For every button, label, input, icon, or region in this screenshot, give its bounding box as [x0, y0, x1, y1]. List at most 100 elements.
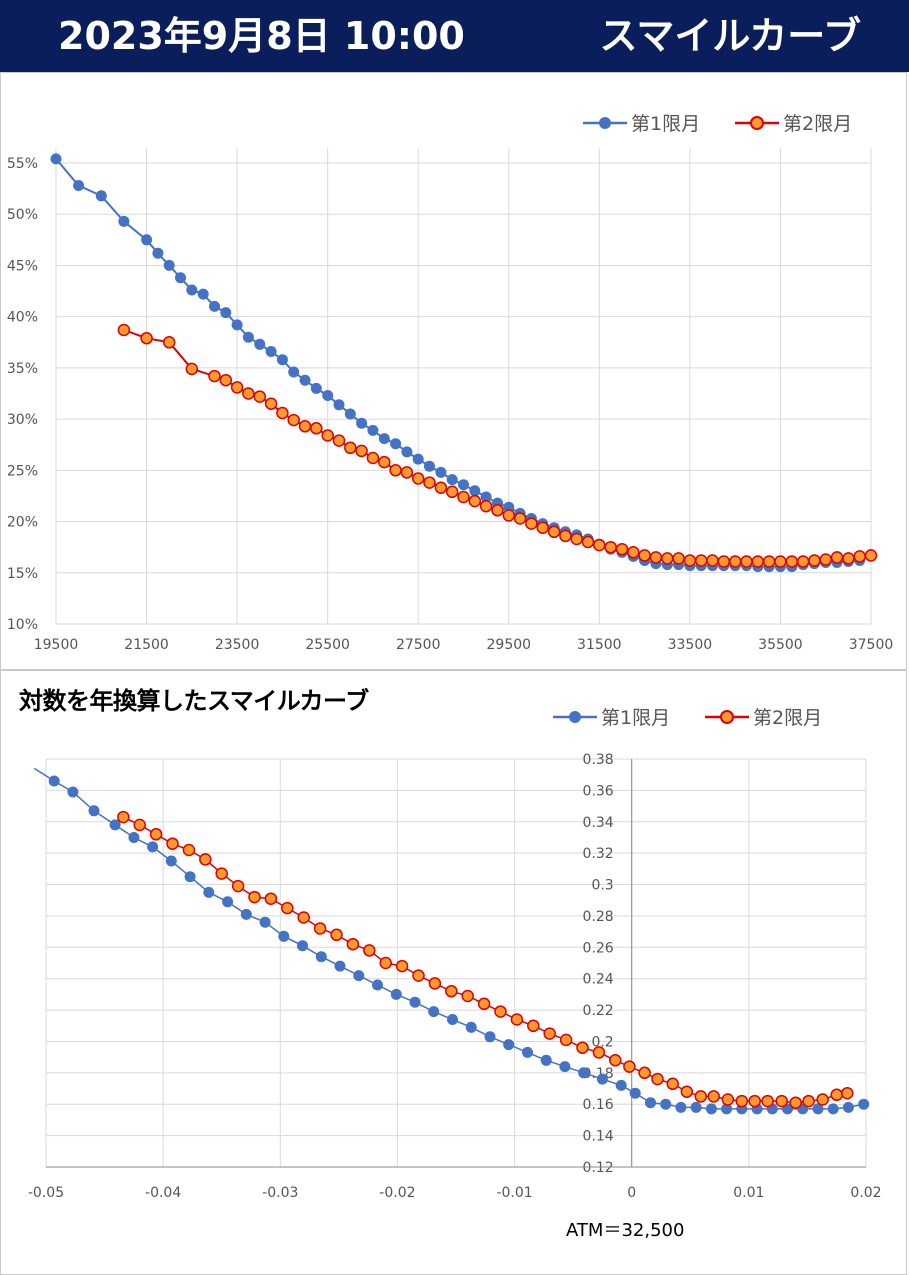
- data-point: [645, 1097, 656, 1109]
- data-point: [740, 555, 753, 568]
- data-point: [412, 453, 424, 465]
- series-1: [50, 153, 866, 573]
- data-point: [522, 1046, 533, 1058]
- data-point: [330, 928, 343, 942]
- smile-curve-chart: 10% 15% 20% 25% 30% 35% 40% 45% 50% 55% 19500 21500…: [7, 113, 893, 653]
- data-point: [721, 1093, 735, 1106]
- data-point: [344, 408, 356, 420]
- x-tick-label: 25500: [305, 637, 350, 653]
- data-point: [199, 853, 212, 866]
- legend-marker: [750, 116, 764, 130]
- data-point: [816, 1093, 829, 1106]
- data-point: [259, 916, 271, 928]
- x-tick-label: 27500: [396, 637, 441, 653]
- series-2: [117, 810, 854, 1109]
- data-point: [162, 336, 176, 349]
- data-point: [660, 1098, 672, 1110]
- data-point: [378, 433, 390, 445]
- data-point: [748, 1094, 761, 1108]
- data-point: [651, 1072, 664, 1086]
- data-point: [853, 550, 866, 563]
- data-point: [95, 190, 107, 202]
- data-point: [332, 434, 346, 447]
- y-tick-label: 0.16: [583, 1097, 614, 1113]
- x-tick-label: -0.05: [28, 1185, 64, 1201]
- data-point: [281, 901, 294, 915]
- y-tick-label: 10%: [7, 617, 38, 633]
- data-point: [484, 1031, 496, 1043]
- data-point: [543, 1027, 556, 1040]
- data-point: [864, 549, 878, 562]
- data-point: [372, 979, 383, 991]
- data-point: [264, 397, 278, 410]
- data-point: [503, 1039, 515, 1051]
- y-tick-label: 0.38: [583, 752, 614, 768]
- data-point: [401, 446, 413, 458]
- data-point: [615, 542, 629, 556]
- data-point: [615, 1079, 627, 1091]
- x-tick-label: -0.03: [262, 1185, 298, 1201]
- legend-marker: [599, 117, 611, 129]
- data-point: [379, 956, 392, 970]
- data-point: [367, 424, 379, 436]
- data-point: [209, 300, 220, 312]
- x-tick-label: -0.02: [379, 1185, 415, 1201]
- y-tick-label: 15%: [7, 566, 38, 582]
- data-point: [593, 538, 606, 552]
- data-point: [596, 1073, 608, 1085]
- data-point: [265, 346, 277, 357]
- y-tick-label: 55%: [7, 156, 38, 172]
- data-point: [175, 272, 186, 284]
- data-point: [133, 818, 146, 832]
- data-point: [480, 491, 492, 503]
- series-2: [117, 323, 878, 568]
- legend-label: 第1限月: [601, 707, 670, 729]
- data-point: [717, 555, 731, 568]
- data-point: [578, 1067, 590, 1079]
- data-point: [423, 476, 436, 489]
- data-point: [424, 460, 435, 472]
- data-point: [705, 1103, 717, 1115]
- data-point: [762, 555, 776, 568]
- data-point: [278, 930, 290, 942]
- data-point: [128, 832, 140, 843]
- data-point: [827, 1103, 839, 1115]
- data-point: [310, 422, 323, 435]
- page-title: スマイルカーブ: [599, 14, 861, 58]
- data-point: [592, 1046, 606, 1059]
- data-point: [494, 1005, 507, 1018]
- data-point: [428, 977, 442, 990]
- data-point: [412, 969, 425, 982]
- data-point: [363, 944, 376, 957]
- data-point: [842, 1101, 854, 1113]
- data-point: [299, 374, 311, 386]
- data-point: [117, 810, 130, 824]
- series-line: [55, 158, 860, 568]
- data-point: [661, 552, 674, 565]
- data-point: [298, 420, 312, 433]
- data-point: [570, 532, 583, 546]
- y-tick-label: 50%: [7, 207, 38, 223]
- data-point: [808, 554, 821, 567]
- data-point: [208, 369, 221, 383]
- data-point: [152, 247, 164, 259]
- x-tick-label: 35500: [758, 637, 803, 653]
- data-point: [502, 509, 516, 522]
- data-point: [445, 485, 459, 499]
- data-point: [395, 959, 409, 973]
- data-point: [297, 940, 308, 952]
- data-point: [313, 922, 327, 935]
- data-point: [458, 479, 469, 491]
- data-point: [559, 529, 572, 543]
- data-point: [802, 1094, 815, 1108]
- x-tick-label: 31500: [577, 637, 622, 653]
- data-point: [344, 441, 357, 455]
- data-point: [253, 390, 267, 403]
- y-tick-label: 0.14: [583, 1129, 614, 1145]
- data-point: [447, 1014, 458, 1025]
- y-tick-label: 0.12: [583, 1160, 614, 1176]
- legend: 第1限月 第2限月: [583, 113, 852, 135]
- date-title: 2023年9月8日 10:00: [58, 14, 465, 58]
- y-tick-label: 30%: [7, 412, 38, 428]
- data-point: [627, 546, 640, 559]
